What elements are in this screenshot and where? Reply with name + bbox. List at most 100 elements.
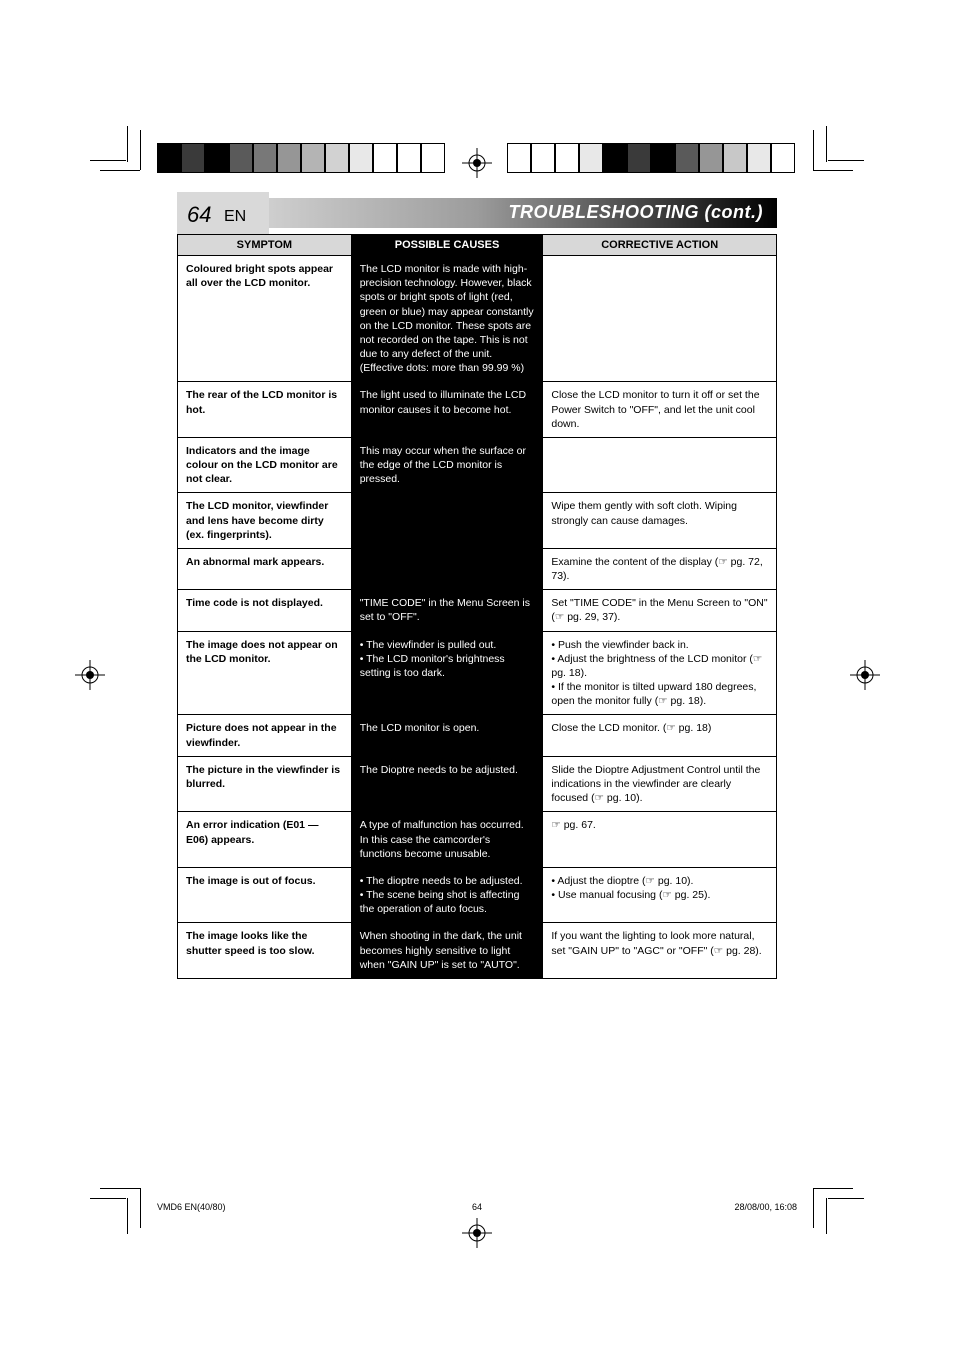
cell-symptom: Coloured bright spots appear all over th…: [178, 256, 352, 382]
color-swatch: [603, 143, 627, 173]
crop-mark: [813, 170, 853, 171]
cell-cause: This may occur when the surface or the e…: [351, 437, 543, 493]
cell-action: Wipe them gently with soft cloth. Wiping…: [543, 493, 777, 549]
registration-mark-right: [850, 660, 880, 690]
cell-symptom: An error indication (E01 — E06) appears.: [178, 812, 352, 868]
table-row: Indicators and the image colour on the L…: [178, 437, 777, 493]
col-cause: POSSIBLE CAUSES: [351, 235, 543, 256]
cell-action: Close the LCD monitor to turn it off or …: [543, 382, 777, 438]
cell-action: If you want the lighting to look more na…: [543, 923, 777, 979]
cell-cause: • The dioptre needs to be adjusted.• The…: [351, 867, 543, 923]
color-swatch: [555, 143, 579, 173]
color-swatch: [373, 143, 397, 173]
table-header-row: SYMPTOM POSSIBLE CAUSES CORRECTIVE ACTIO…: [178, 235, 777, 256]
language-code: EN: [224, 208, 246, 226]
color-swatch: [229, 143, 253, 173]
crop-mark: [100, 170, 140, 171]
table-row: Picture does not appear in the viewfinde…: [178, 715, 777, 756]
color-swatch: [675, 143, 699, 173]
cell-cause: The LCD monitor is open.: [351, 715, 543, 756]
cell-cause: The LCD monitor is made with high-precis…: [351, 256, 543, 382]
crop-mark: [90, 1198, 126, 1199]
cell-cause: When shooting in the dark, the unit beco…: [351, 923, 543, 979]
color-swatch: [699, 143, 723, 173]
registration-mark-left: [75, 660, 105, 690]
table-row: The image is out of focus.• The dioptre …: [178, 867, 777, 923]
header-bar: 64 EN TROUBLESHOOTING (cont.): [177, 198, 777, 228]
cell-action: Slide the Dioptre Adjustment Control unt…: [543, 756, 777, 812]
cell-symptom: Time code is not displayed.: [178, 590, 352, 631]
color-swatch: [301, 143, 325, 173]
color-swatch: [531, 143, 555, 173]
cell-cause: The light used to illuminate the LCD mon…: [351, 382, 543, 438]
color-swatch: [397, 143, 421, 173]
color-swatch: [507, 143, 531, 173]
section-title: TROUBLESHOOTING (cont.): [509, 202, 763, 223]
color-swatch: [747, 143, 771, 173]
crop-mark: [826, 1198, 827, 1234]
registration-mark-top: [462, 148, 492, 178]
page-number: 64: [187, 202, 211, 228]
cell-symptom: The picture in the viewfinder is blurred…: [178, 756, 352, 812]
table-row: An abnormal mark appears. Examine the con…: [178, 548, 777, 589]
cell-symptom: Picture does not appear in the viewfinde…: [178, 715, 352, 756]
crop-mark: [127, 126, 128, 162]
crop-mark: [140, 1188, 141, 1228]
cell-symptom: The image is out of focus.: [178, 867, 352, 923]
cell-cause: "TIME CODE" in the Menu Screen is set to…: [351, 590, 543, 631]
colorbar-left: [157, 143, 445, 173]
crop-mark: [813, 1188, 814, 1228]
crop-mark: [100, 1188, 140, 1189]
color-swatch: [349, 143, 373, 173]
cell-action: Set "TIME CODE" in the Menu Screen to "O…: [543, 590, 777, 631]
crop-mark: [127, 1198, 128, 1234]
footer: VMD6 EN(40/80) 64 28/08/00, 16:08: [157, 1202, 797, 1212]
cell-symptom: The image looks like the shutter speed i…: [178, 923, 352, 979]
color-swatch: [579, 143, 603, 173]
color-swatch: [627, 143, 651, 173]
cell-cause: • The viewfinder is pulled out.• The LCD…: [351, 631, 543, 715]
cell-cause: The Dioptre needs to be adjusted.: [351, 756, 543, 812]
cell-cause: [351, 493, 543, 549]
color-swatch: [157, 143, 181, 173]
cell-symptom: An abnormal mark appears.: [178, 548, 352, 589]
footer-center: 64: [472, 1202, 482, 1212]
footer-right: 28/08/00, 16:08: [734, 1202, 797, 1212]
crop-mark: [140, 130, 141, 170]
table-row: Coloured bright spots appear all over th…: [178, 256, 777, 382]
table-row: An error indication (E01 — E06) appears.…: [178, 812, 777, 868]
cell-symptom: The image does not appear on the LCD mon…: [178, 631, 352, 715]
color-swatch: [277, 143, 301, 173]
crop-mark: [90, 160, 126, 161]
cell-action: Examine the content of the display (☞ pg…: [543, 548, 777, 589]
table-row: The image does not appear on the LCD mon…: [178, 631, 777, 715]
col-symptom: SYMPTOM: [178, 235, 352, 256]
table-row: The image looks like the shutter speed i…: [178, 923, 777, 979]
cell-action: ☞ pg. 67.: [543, 812, 777, 868]
crop-mark: [828, 1198, 864, 1199]
cell-action: • Adjust the dioptre (☞ pg. 10).• Use ma…: [543, 867, 777, 923]
cell-cause: [351, 548, 543, 589]
color-swatch: [253, 143, 277, 173]
registration-mark-bottom: [462, 1218, 492, 1248]
crop-mark: [826, 126, 827, 162]
table-row: Time code is not displayed."TIME CODE" i…: [178, 590, 777, 631]
cell-cause: A type of malfunction has occurred. In t…: [351, 812, 543, 868]
cell-symptom: The rear of the LCD monitor is hot.: [178, 382, 352, 438]
color-swatch: [325, 143, 349, 173]
table-row: The picture in the viewfinder is blurred…: [178, 756, 777, 812]
cell-action: [543, 256, 777, 382]
color-swatch: [771, 143, 795, 173]
table-row: The LCD monitor, viewfinder and lens hav…: [178, 493, 777, 549]
color-swatch: [421, 143, 445, 173]
crop-mark: [813, 1188, 853, 1189]
color-swatch: [723, 143, 747, 173]
footer-left: VMD6 EN(40/80): [157, 1202, 226, 1212]
colorbar-right: [507, 143, 795, 173]
color-swatch: [181, 143, 205, 173]
cell-action: • Push the viewfinder back in.• Adjust t…: [543, 631, 777, 715]
crop-mark: [813, 130, 814, 170]
table-row: The rear of the LCD monitor is hot.The l…: [178, 382, 777, 438]
cell-action: [543, 437, 777, 493]
color-swatch: [205, 143, 229, 173]
